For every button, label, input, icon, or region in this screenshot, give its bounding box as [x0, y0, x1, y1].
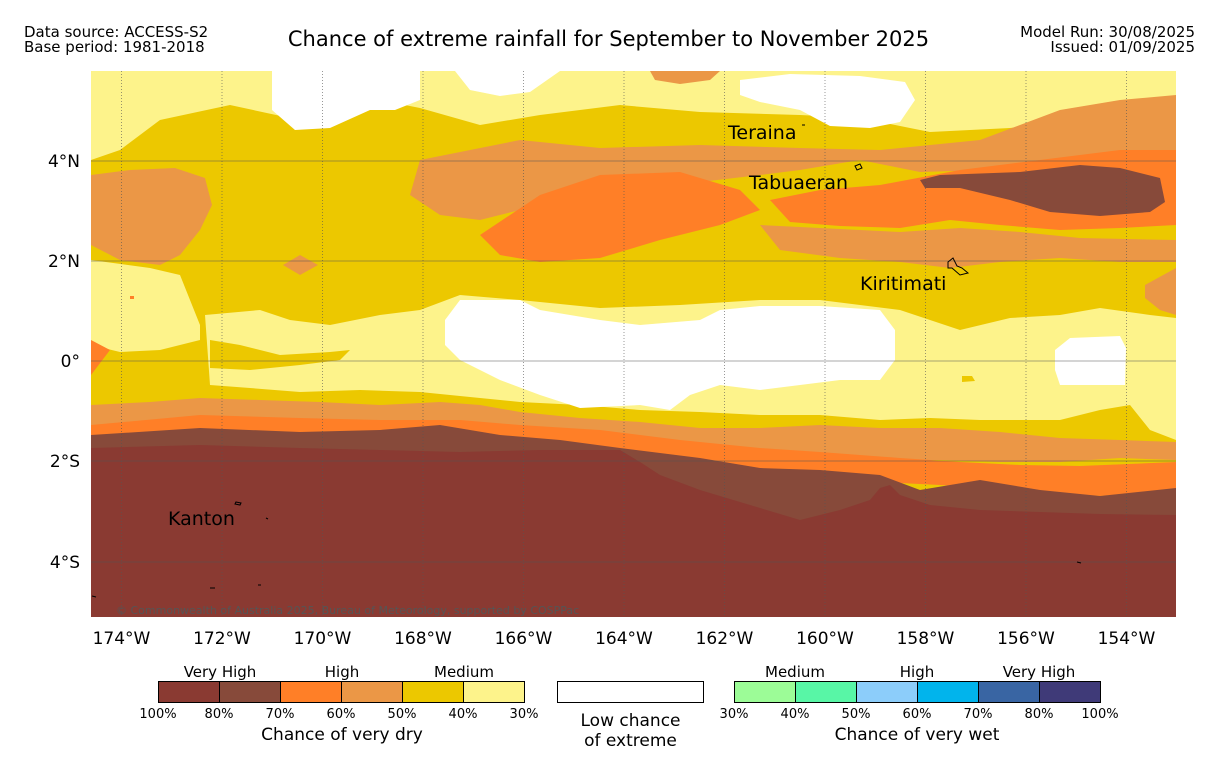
legend-dry-medium: Medium: [434, 663, 494, 681]
legend-wet-very-high: Very High: [1002, 663, 1076, 681]
legend-wet-tick: 60%: [902, 707, 932, 722]
legend-dry-tick: 40%: [448, 707, 478, 722]
tabuaeran-outline: [854, 163, 863, 171]
header-meta-right: Model Run: 30/08/2025 Issued: 01/09/2025: [1020, 25, 1195, 55]
y-tick-label: 4°N: [48, 152, 80, 172]
legend-wet-swatch: [856, 681, 918, 703]
x-tick-label: 156°W: [997, 629, 1055, 649]
page-title: Chance of extreme rainfall for September…: [0, 27, 1219, 51]
legend-dry-tick: 50%: [387, 707, 417, 722]
legend-low-line1: Low chance: [580, 711, 681, 731]
island-dot-kanton: [265, 517, 269, 520]
x-tick-label: 174°W: [93, 629, 151, 649]
legend-dry-tick: 30%: [509, 707, 539, 722]
medium-dry-equator-patch: [210, 340, 350, 370]
y-tick-label: 4°S: [50, 553, 80, 573]
kiritimati-outline: [947, 257, 970, 276]
x-tick-label: 172°W: [193, 629, 251, 649]
dry-east-edge: [1145, 268, 1176, 315]
island-dot-east: [1076, 561, 1082, 564]
legend-wet-swatch: [795, 681, 857, 703]
island-dot-west: [91, 595, 97, 598]
legend-dry-swatch: [158, 681, 220, 703]
legend-wet-swatch: [978, 681, 1040, 703]
label-kiritimati: Kiritimati: [860, 273, 946, 295]
small-dry-dot: [130, 296, 134, 299]
y-tick-label: 0°: [61, 352, 80, 372]
low-chance-top-3: [740, 74, 915, 128]
legend-wet-tick: 80%: [1024, 707, 1054, 722]
x-tick-label: 168°W: [394, 629, 452, 649]
legend-low-line2: of extreme: [584, 731, 677, 751]
low-chance-equator: [445, 300, 895, 410]
legend-dry-swatch: [341, 681, 403, 703]
map-fill-layers: [91, 71, 1176, 617]
legend-wet-tick: 30%: [719, 707, 749, 722]
legend-wet-swatch: [734, 681, 796, 703]
dry-top-patch: [650, 71, 720, 84]
dry-west-patch: [283, 255, 318, 275]
legend-wet-medium: Medium: [765, 663, 825, 681]
high-dry-west-edge: [91, 340, 110, 375]
high-dry-center: [480, 172, 760, 262]
dry-band-south: [91, 398, 1176, 462]
legend-dry-very-high: Very High: [183, 663, 257, 681]
legend-wet-swatch: [1039, 681, 1101, 703]
label-kanton: Kanton: [168, 508, 235, 530]
map-gridlines: [91, 71, 1176, 617]
legend-dry-tick: 70%: [265, 707, 295, 722]
legend-wet-caption: Chance of very wet: [834, 725, 1000, 745]
legend-dry-swatch: [280, 681, 342, 703]
label-tabuaeran: Tabuaeran: [748, 172, 848, 194]
low-chance-top-2: [455, 71, 560, 96]
islands: [91, 124, 1082, 598]
legend-dry-swatch: [219, 681, 281, 703]
light-dry-west: [91, 260, 200, 352]
title-text: Chance of extreme rainfall for September…: [287, 27, 930, 51]
legend-wet-swatch: [917, 681, 979, 703]
y-tick-label: 2°S: [50, 452, 80, 472]
legend-wet-tick: 100%: [1081, 707, 1119, 722]
very-high-dry-south: [91, 445, 1176, 617]
legend-dry-caption: Chance of very dry: [261, 725, 423, 745]
legend-low-swatch: [557, 681, 704, 703]
x-tick-label: 158°W: [897, 629, 955, 649]
model-run-text: Model Run: 30/08/2025: [1020, 23, 1195, 41]
y-axis-ticks: 4°N 2°N 0° 2°S 4°S: [48, 152, 80, 573]
x-tick-label: 164°W: [595, 629, 653, 649]
x-tick-label: 170°W: [294, 629, 352, 649]
x-tick-label: 166°W: [495, 629, 553, 649]
dry-band-west: [91, 168, 212, 265]
legend-dry-high: High: [324, 663, 360, 681]
dry-band-east-lower: [760, 225, 1176, 268]
rainfall-map: Teraina Tabuaeran Kiritimati Kanton © Co…: [48, 71, 1176, 649]
issued-text: Issued: 01/09/2025: [1050, 38, 1195, 56]
low-chance-top-1: [272, 71, 420, 130]
y-tick-label: 2°N: [48, 252, 80, 272]
low-chance-east: [1055, 336, 1126, 385]
copyright-notice: © Commonwealth of Australia 2025, Bureau…: [116, 604, 579, 617]
label-teraina: Teraina: [727, 122, 797, 144]
legend-dry-tick: 100%: [139, 707, 177, 722]
legend-dry-tick: 80%: [204, 707, 234, 722]
legend-low-caption: Low chance of extreme: [557, 711, 704, 751]
legend-dry-tick: 60%: [326, 707, 356, 722]
legend-wet-tick: 70%: [963, 707, 993, 722]
x-tick-label: 160°W: [796, 629, 854, 649]
kanton-outline: [234, 501, 242, 506]
legend-wet-tick: 50%: [841, 707, 871, 722]
data-source-text: Data source: ACCESS-S2: [24, 23, 209, 41]
base-period-text: Base period: 1981-2018: [24, 38, 205, 56]
x-tick-label: 154°W: [1098, 629, 1156, 649]
legend-dry-swatch: [463, 681, 525, 703]
x-axis-ticks: 174°W 172°W 170°W 168°W 166°W 164°W 162°W 160°W…: [93, 629, 1156, 649]
header-meta-left: Data source: ACCESS-S2 Base period: 1981…: [24, 25, 208, 55]
legend-wet-high: High: [899, 663, 935, 681]
small-medium-dot: [962, 376, 975, 382]
legend-dry-swatch: [402, 681, 464, 703]
very-high-dry-east: [920, 165, 1165, 216]
legend-wet-tick: 40%: [780, 707, 810, 722]
x-tick-label: 162°W: [696, 629, 754, 649]
